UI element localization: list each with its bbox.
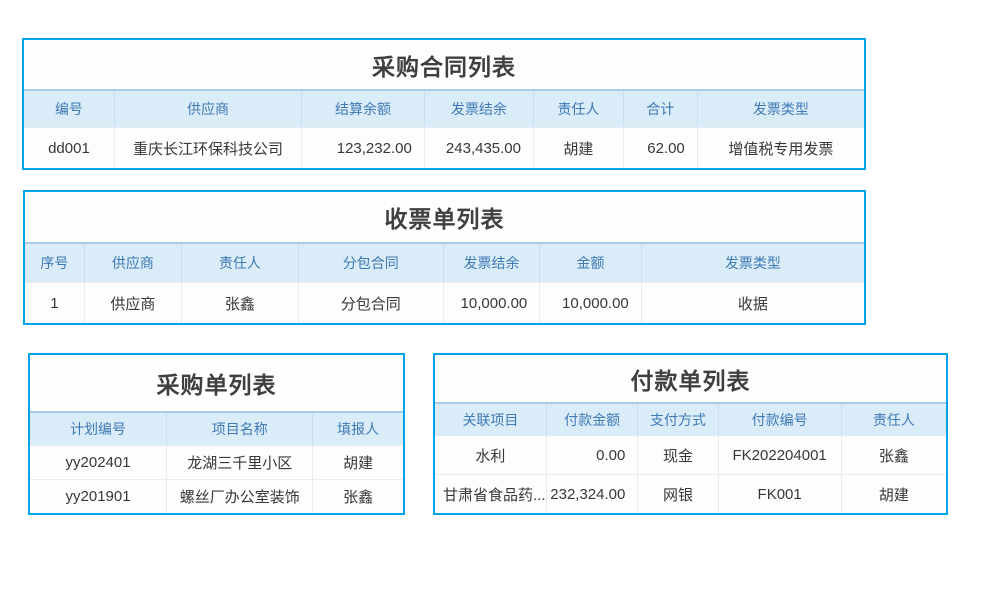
cell-responsible: 张鑫 bbox=[840, 436, 946, 474]
payment-header-row: 关联项目 付款金额 支付方式 付款编号 责任人 bbox=[435, 402, 946, 435]
column-header-index: 序号 bbox=[40, 255, 69, 271]
cell-payment-code: FK001 bbox=[717, 475, 841, 513]
purchase-contract-header-row: 编号 供应商 结算余额 发票结余 责任人 合计 发票类型 bbox=[24, 89, 864, 127]
cell-payment-amount: 232,324.00 bbox=[545, 475, 637, 513]
column-header-responsible: 责任人 bbox=[533, 91, 623, 127]
cell-amount: 10,000.00 bbox=[539, 283, 641, 323]
cell-filler: 胡建 bbox=[312, 446, 403, 479]
cell-payment-code: FK202204001 bbox=[717, 436, 841, 474]
receipt-table: 收票单列表 序号 供应商 责任人 分包合同 发票结余 金额 发票类型 1 供应商… bbox=[23, 190, 866, 325]
cell-project-name: 龙湖三千里小区 bbox=[166, 446, 312, 479]
cell-invoice-type: 增值税专用发票 bbox=[696, 128, 864, 168]
table-row: 水利 0.00 现金 FK202204001 张鑫 bbox=[435, 435, 946, 474]
cell-responsible: 张鑫 bbox=[181, 283, 298, 323]
column-header-payment-amount: 付款金额 bbox=[545, 404, 637, 435]
column-header-related-project: 关联项目 bbox=[462, 411, 519, 428]
column-header-invoice-balance: 发票结余 bbox=[442, 244, 539, 282]
column-header-subcontract: 分包合同 bbox=[297, 244, 443, 282]
column-header-responsible: 责任人 bbox=[181, 244, 298, 282]
column-header-supplier: 供应商 bbox=[83, 244, 181, 282]
table-row: 1 供应商 张鑫 分包合同 10,000.00 10,000.00 收据 bbox=[25, 282, 864, 323]
receipt-title: 收票单列表 bbox=[25, 192, 864, 242]
column-header-settlement-balance: 结算余额 bbox=[301, 91, 424, 127]
column-header-payment-code: 付款编号 bbox=[717, 404, 841, 435]
column-header-filler: 填报人 bbox=[312, 413, 403, 445]
column-header-amount: 金额 bbox=[539, 244, 641, 282]
column-header-supplier: 供应商 bbox=[113, 91, 301, 127]
cell-supplier: 重庆长江环保科技公司 bbox=[113, 128, 301, 168]
purchase-order-title: 采购单列表 bbox=[30, 355, 403, 411]
cell-code: dd001 bbox=[48, 139, 90, 157]
cell-project-name: 螺丝厂办公室装饰 bbox=[166, 480, 312, 513]
cell-payment-method: 现金 bbox=[637, 436, 717, 474]
column-header-code: 编号 bbox=[54, 101, 83, 117]
column-header-payment-method: 支付方式 bbox=[637, 404, 717, 435]
column-header-project-name: 项目名称 bbox=[166, 413, 312, 445]
column-header-invoice-type: 发票类型 bbox=[640, 244, 864, 282]
cell-invoice-balance: 10,000.00 bbox=[442, 283, 539, 323]
cell-settlement-balance: 123,232.00 bbox=[301, 128, 424, 168]
column-header-responsible: 责任人 bbox=[840, 404, 946, 435]
cell-payment-amount: 0.00 bbox=[545, 436, 637, 474]
column-header-invoice-balance: 发票结余 bbox=[423, 91, 533, 127]
cell-supplier: 供应商 bbox=[83, 283, 181, 323]
table-row: yy202401 龙湖三千里小区 胡建 bbox=[30, 445, 403, 479]
payment-table: 付款单列表 关联项目 付款金额 支付方式 付款编号 责任人 水利 0.00 现金… bbox=[433, 353, 948, 515]
cell-related-project: 甘肃省食品药... bbox=[443, 486, 546, 504]
cell-plan-code: yy202401 bbox=[65, 454, 131, 471]
cell-responsible: 胡建 bbox=[840, 475, 946, 513]
cell-responsible: 胡建 bbox=[533, 128, 623, 168]
cell-invoice-type: 收据 bbox=[640, 283, 864, 323]
cell-payment-method: 网银 bbox=[637, 475, 717, 513]
column-header-invoice-type: 发票类型 bbox=[696, 91, 864, 127]
table-row: 甘肃省食品药... 232,324.00 网银 FK001 胡建 bbox=[435, 474, 946, 513]
purchase-order-table: 采购单列表 计划编号 项目名称 填报人 yy202401 龙湖三千里小区 胡建 … bbox=[28, 353, 405, 515]
cell-invoice-balance: 243,435.00 bbox=[423, 128, 533, 168]
cell-total: 62.00 bbox=[622, 128, 697, 168]
table-row: yy201901 螺丝厂办公室装饰 张鑫 bbox=[30, 479, 403, 513]
column-header-total: 合计 bbox=[622, 91, 697, 127]
table-row: dd001 重庆长江环保科技公司 123,232.00 243,435.00 胡… bbox=[24, 127, 864, 168]
cell-related-project: 水利 bbox=[475, 447, 506, 465]
purchase-contract-table: 采购合同列表 编号 供应商 结算余额 发票结余 责任人 合计 发票类型 dd00… bbox=[22, 38, 866, 170]
column-header-plan-code: 计划编号 bbox=[70, 421, 127, 437]
payment-title: 付款单列表 bbox=[435, 355, 946, 402]
cell-subcontract: 分包合同 bbox=[297, 283, 443, 323]
cell-plan-code: yy201901 bbox=[65, 488, 131, 505]
receipt-header-row: 序号 供应商 责任人 分包合同 发票结余 金额 发票类型 bbox=[25, 242, 864, 282]
purchase-contract-title: 采购合同列表 bbox=[24, 40, 864, 89]
purchase-order-header-row: 计划编号 项目名称 填报人 bbox=[30, 411, 403, 445]
cell-index: 1 bbox=[50, 294, 59, 312]
cell-filler: 张鑫 bbox=[312, 480, 403, 513]
